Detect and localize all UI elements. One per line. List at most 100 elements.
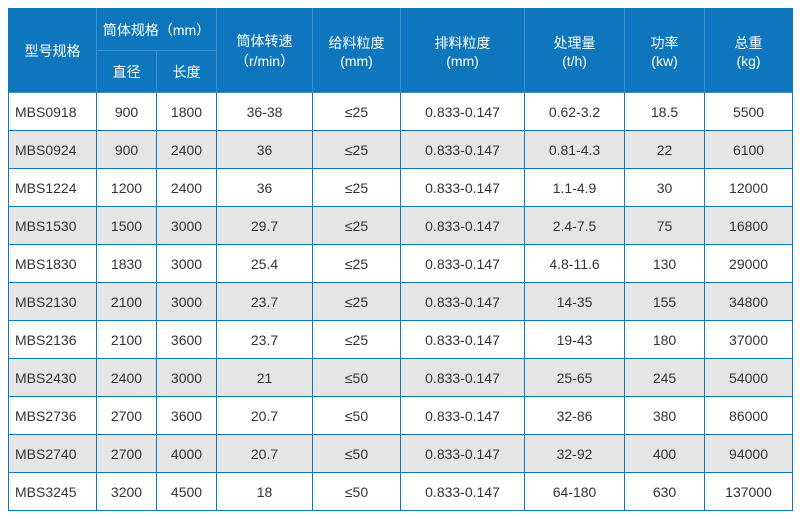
cell-power: 630 (625, 473, 705, 511)
cell-speed: 36 (217, 169, 313, 207)
cell-length: 1800 (157, 93, 217, 131)
cell-power: 400 (625, 435, 705, 473)
cell-feed: ≤25 (313, 169, 401, 207)
cell-discharge: 0.833-0.147 (401, 283, 525, 321)
cell-speed: 18 (217, 473, 313, 511)
cell-capacity: 14-35 (525, 283, 625, 321)
cell-diameter: 900 (97, 131, 157, 169)
table-row: MBS27362700360020.7≤500.833-0.14732-8638… (9, 397, 793, 435)
cell-discharge: 0.833-0.147 (401, 131, 525, 169)
cell-length: 2400 (157, 131, 217, 169)
cell-length: 3000 (157, 359, 217, 397)
cell-discharge: 0.833-0.147 (401, 207, 525, 245)
cell-length: 3000 (157, 283, 217, 321)
cell-weight: 137000 (705, 473, 793, 511)
cell-diameter: 3200 (97, 473, 157, 511)
table-row: MBS24302400300021≤500.833-0.14725-652455… (9, 359, 793, 397)
cell-power: 130 (625, 245, 705, 283)
cell-weight: 34800 (705, 283, 793, 321)
cell-discharge: 0.833-0.147 (401, 245, 525, 283)
cell-capacity: 4.8-11.6 (525, 245, 625, 283)
header-line: （r/min） (217, 51, 312, 71)
cell-speed: 20.7 (217, 435, 313, 473)
table-body: MBS0918900180036-38≤250.833-0.1470.62-3.… (9, 93, 793, 511)
cell-weight: 37000 (705, 321, 793, 359)
cell-model: MBS2736 (9, 397, 97, 435)
cell-weight: 54000 (705, 359, 793, 397)
cell-feed: ≤25 (313, 245, 401, 283)
cell-capacity: 0.81-4.3 (525, 131, 625, 169)
cell-capacity: 0.62-3.2 (525, 93, 625, 131)
header-line: (mm) (401, 53, 524, 69)
cell-model: MBS2136 (9, 321, 97, 359)
table-row: MBS27402700400020.7≤500.833-0.14732-9240… (9, 435, 793, 473)
cell-weight: 86000 (705, 397, 793, 435)
header-line: (kw) (625, 53, 704, 69)
header-line: 功率 (625, 33, 704, 53)
table-row: MBS12241200240036≤250.833-0.1471.1-4.930… (9, 169, 793, 207)
col-capacity-header: 处理量 (t/h) (525, 9, 625, 93)
cell-capacity: 32-86 (525, 397, 625, 435)
cell-diameter: 1200 (97, 169, 157, 207)
cell-weight: 94000 (705, 435, 793, 473)
cell-power: 245 (625, 359, 705, 397)
col-power-header: 功率 (kw) (625, 9, 705, 93)
cell-feed: ≤25 (313, 283, 401, 321)
cell-diameter: 2700 (97, 397, 157, 435)
header-line: (t/h) (525, 53, 624, 69)
cell-capacity: 32-92 (525, 435, 625, 473)
cell-discharge: 0.833-0.147 (401, 321, 525, 359)
cell-capacity: 19-43 (525, 321, 625, 359)
cell-discharge: 0.833-0.147 (401, 397, 525, 435)
header-line: 给料粒度 (313, 33, 400, 53)
header-line: 处理量 (525, 33, 624, 53)
cell-speed: 36 (217, 131, 313, 169)
cell-discharge: 0.833-0.147 (401, 435, 525, 473)
cell-capacity: 25-65 (525, 359, 625, 397)
cell-discharge: 0.833-0.147 (401, 473, 525, 511)
table-row: MBS15301500300029.7≤250.833-0.1472.4-7.5… (9, 207, 793, 245)
cell-weight: 6100 (705, 131, 793, 169)
cell-speed: 23.7 (217, 283, 313, 321)
table-row: MBS32453200450018≤500.833-0.14764-180630… (9, 473, 793, 511)
cell-power: 30 (625, 169, 705, 207)
cell-length: 3600 (157, 321, 217, 359)
cell-length: 3000 (157, 207, 217, 245)
cell-discharge: 0.833-0.147 (401, 359, 525, 397)
spec-table: 型号规格 筒体规格（mm） 筒体转速 （r/min） 给料粒度 (mm) 排料粒… (8, 8, 793, 511)
cell-weight: 29000 (705, 245, 793, 283)
cell-feed: ≤25 (313, 93, 401, 131)
cell-length: 4500 (157, 473, 217, 511)
col-speed-header: 筒体转速 （r/min） (217, 9, 313, 93)
cell-feed: ≤50 (313, 359, 401, 397)
cell-length: 4000 (157, 435, 217, 473)
cell-diameter: 2100 (97, 321, 157, 359)
cell-model: MBS3245 (9, 473, 97, 511)
cell-power: 155 (625, 283, 705, 321)
cell-diameter: 2700 (97, 435, 157, 473)
cell-feed: ≤50 (313, 435, 401, 473)
col-diameter-header: 直径 (97, 51, 157, 93)
header-line: 筒体转速 (217, 31, 312, 51)
cell-model: MBS2130 (9, 283, 97, 321)
col-drum-group-header: 筒体规格（mm） (97, 9, 217, 51)
cell-diameter: 1830 (97, 245, 157, 283)
cell-power: 180 (625, 321, 705, 359)
cell-power: 75 (625, 207, 705, 245)
cell-speed: 36-38 (217, 93, 313, 131)
cell-weight: 12000 (705, 169, 793, 207)
cell-feed: ≤25 (313, 131, 401, 169)
cell-power: 380 (625, 397, 705, 435)
table-row: MBS21302100300023.7≤250.833-0.14714-3515… (9, 283, 793, 321)
cell-discharge: 0.833-0.147 (401, 93, 525, 131)
header-line: 总重 (705, 33, 792, 53)
cell-weight: 16800 (705, 207, 793, 245)
table-row: MBS21362100360023.7≤250.833-0.14719-4318… (9, 321, 793, 359)
cell-speed: 21 (217, 359, 313, 397)
cell-speed: 25.4 (217, 245, 313, 283)
col-weight-header: 总重 (kg) (705, 9, 793, 93)
cell-model: MBS1530 (9, 207, 97, 245)
cell-diameter: 2400 (97, 359, 157, 397)
cell-speed: 29.7 (217, 207, 313, 245)
cell-model: MBS1830 (9, 245, 97, 283)
